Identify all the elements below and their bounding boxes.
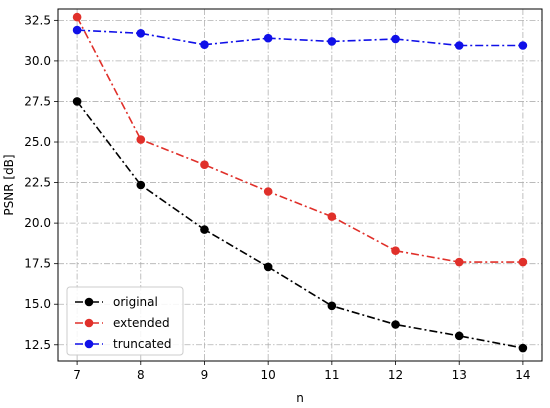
x-tick-label: 12 xyxy=(388,368,403,382)
y-tick-label: 22.5 xyxy=(24,176,51,190)
series-line-truncated xyxy=(77,29,523,47)
y-tick-label: 32.5 xyxy=(24,13,51,27)
y-tick-label: 20.0 xyxy=(24,216,51,230)
y-tick-label: 15.0 xyxy=(24,297,51,311)
legend-box xyxy=(66,286,184,356)
data-point-truncated xyxy=(327,37,337,46)
data-point-truncated xyxy=(200,40,209,49)
y-axis-label: PSNR [dB] xyxy=(2,154,16,215)
data-point-extended xyxy=(72,12,82,22)
y-tick-label: 12.5 xyxy=(24,338,51,352)
data-point-original xyxy=(136,180,146,190)
ticks: 7 8 9 10 11 12 13 14 12.5 15.0 17.5 20.0 22.5 25.0 27.… xyxy=(24,13,530,382)
data-point-extended xyxy=(327,212,337,221)
legend-marker-extended xyxy=(84,318,94,328)
x-tick-label: 9 xyxy=(201,368,209,382)
data-point-extended xyxy=(200,160,209,170)
legend-label-truncated: truncated xyxy=(113,337,172,351)
series-layer xyxy=(72,12,528,353)
data-point-truncated xyxy=(454,41,464,50)
data-point-original xyxy=(327,301,337,311)
legend-label-extended: extended xyxy=(113,316,170,330)
data-point-truncated xyxy=(391,34,400,44)
y-tick-label: 17.5 xyxy=(24,257,51,271)
data-point-original xyxy=(200,225,209,234)
series-line-original xyxy=(76,100,524,349)
y-tick-label: 27.5 xyxy=(24,94,51,108)
legend-label-original: original xyxy=(113,295,158,309)
x-tick-label: 11 xyxy=(324,368,339,382)
data-point-original xyxy=(454,331,464,341)
plot-frame xyxy=(57,8,543,362)
x-tick-label: 13 xyxy=(452,368,467,382)
series-line-extended xyxy=(76,16,523,263)
data-point-truncated xyxy=(136,29,146,38)
data-point-truncated xyxy=(518,41,528,50)
data-point-original xyxy=(518,343,528,353)
grid xyxy=(58,9,542,361)
data-point-extended xyxy=(263,187,273,196)
data-point-extended xyxy=(454,257,464,267)
legend: original extended truncated xyxy=(66,286,184,356)
x-tick-label: 10 xyxy=(261,368,276,382)
x-tick-label: 7 xyxy=(73,368,81,382)
data-point-extended xyxy=(518,257,528,267)
x-tick-label: 14 xyxy=(515,368,530,382)
legend-marker-original xyxy=(84,297,94,307)
x-axis-label: n xyxy=(296,391,304,405)
data-point-original xyxy=(263,262,273,272)
data-point-truncated xyxy=(72,25,82,35)
legend-marker-truncated xyxy=(84,339,94,349)
data-point-truncated xyxy=(263,33,273,43)
data-point-extended xyxy=(391,246,400,255)
y-tick-label: 25.0 xyxy=(24,135,51,149)
y-tick-label: 30.0 xyxy=(24,54,51,68)
x-tick-label: 8 xyxy=(137,368,145,382)
data-point-extended xyxy=(136,135,146,144)
data-point-original xyxy=(391,320,400,329)
data-point-original xyxy=(72,97,82,106)
